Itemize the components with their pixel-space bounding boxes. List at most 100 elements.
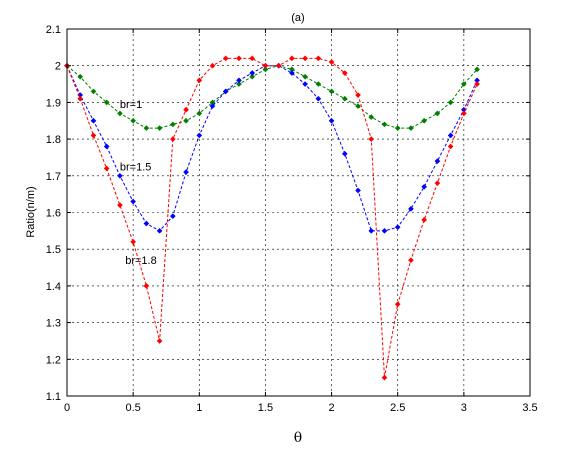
data-point bbox=[315, 81, 322, 87]
data-point bbox=[394, 224, 401, 231]
data-point bbox=[394, 125, 401, 131]
data-point bbox=[368, 228, 375, 234]
y-axis-label: Ratio(n/m) bbox=[25, 186, 37, 237]
y-tick-label: 1.3 bbox=[46, 318, 61, 330]
data-point bbox=[368, 114, 375, 120]
data-point bbox=[222, 55, 229, 62]
data-point bbox=[90, 132, 97, 139]
x-tick-label: 1.5 bbox=[258, 402, 273, 414]
data-point bbox=[474, 81, 480, 87]
data-point bbox=[381, 228, 388, 234]
data-point bbox=[222, 88, 229, 95]
data-point bbox=[341, 95, 348, 102]
x-tick-label: 3.5 bbox=[522, 402, 537, 414]
data-point bbox=[341, 70, 348, 76]
data-point bbox=[302, 55, 308, 62]
data-point bbox=[249, 55, 256, 62]
data-point bbox=[103, 99, 110, 106]
data-point bbox=[183, 106, 189, 113]
series-annotation: br=1.5 bbox=[120, 161, 151, 173]
data-point bbox=[90, 88, 97, 95]
data-point bbox=[381, 374, 388, 381]
data-point bbox=[143, 283, 150, 289]
data-point bbox=[408, 206, 414, 212]
data-point bbox=[196, 132, 203, 139]
axes-layer: 0 0.5 1 1.5 2 2.5 3 3.5 1.1 1.2 1.3 1.4 1.5 1.6 1.7 1.8… bbox=[46, 24, 538, 414]
series-line bbox=[66, 57, 478, 378]
data-point bbox=[355, 103, 361, 109]
data-point bbox=[196, 77, 203, 84]
y-tick-label: 1.5 bbox=[46, 244, 61, 256]
data-point bbox=[315, 55, 322, 62]
y-tick-label: 1.9 bbox=[46, 97, 61, 109]
data-point bbox=[447, 143, 454, 150]
data-point bbox=[249, 73, 256, 80]
x-tick-label: 1 bbox=[196, 402, 202, 414]
data-point bbox=[117, 202, 123, 208]
data-point bbox=[421, 183, 427, 190]
data-point bbox=[170, 121, 176, 128]
data-point bbox=[77, 95, 84, 102]
data-point bbox=[447, 99, 454, 106]
data-point bbox=[434, 180, 441, 186]
data-point bbox=[196, 110, 203, 117]
data-point bbox=[143, 125, 150, 131]
data-point bbox=[368, 136, 375, 142]
data-point bbox=[90, 117, 97, 124]
data-point bbox=[156, 125, 163, 131]
data-point bbox=[447, 132, 454, 139]
data-point bbox=[421, 217, 427, 223]
series-layer bbox=[64, 55, 480, 381]
y-tick-label: 1.6 bbox=[46, 208, 61, 220]
series-annotation: br=1.8 bbox=[125, 255, 157, 267]
data-point bbox=[289, 70, 295, 76]
data-point bbox=[249, 70, 256, 76]
data-point bbox=[143, 220, 150, 227]
data-point bbox=[236, 55, 242, 62]
y-tick-label: 2 bbox=[55, 61, 61, 73]
data-point bbox=[474, 66, 480, 73]
x-tick-label: 0 bbox=[64, 402, 70, 414]
y-tick-label: 2.1 bbox=[46, 24, 61, 36]
data-point bbox=[183, 169, 189, 175]
x-tick-label: 2 bbox=[329, 402, 335, 414]
data-point bbox=[315, 95, 322, 102]
data-point bbox=[262, 62, 269, 69]
data-point bbox=[117, 110, 123, 117]
data-point bbox=[103, 165, 110, 172]
data-point bbox=[183, 117, 189, 124]
data-point bbox=[434, 110, 441, 117]
data-point bbox=[421, 117, 427, 124]
data-point bbox=[408, 125, 414, 131]
data-point bbox=[394, 301, 401, 308]
data-point bbox=[130, 239, 136, 245]
data-point bbox=[381, 121, 388, 128]
data-point bbox=[77, 73, 84, 80]
y-tick-label: 1.8 bbox=[46, 134, 61, 146]
data-point bbox=[461, 110, 467, 117]
data-point bbox=[328, 117, 335, 124]
data-point bbox=[209, 103, 216, 109]
data-point bbox=[262, 66, 269, 73]
data-point bbox=[156, 338, 163, 344]
series-annotation: br=1 bbox=[120, 99, 142, 111]
data-point bbox=[236, 77, 242, 84]
annotation-layer: br=1 br=1.5 br=1.8 bbox=[120, 99, 157, 267]
data-point bbox=[130, 117, 136, 124]
data-point bbox=[341, 150, 348, 157]
data-point bbox=[289, 55, 295, 62]
y-tick-label: 1.1 bbox=[46, 391, 61, 403]
y-tick-label: 1.2 bbox=[46, 354, 61, 366]
data-point bbox=[461, 81, 467, 87]
data-point bbox=[328, 59, 335, 65]
data-point bbox=[434, 158, 441, 164]
data-point bbox=[130, 198, 136, 205]
series-1 bbox=[64, 62, 480, 234]
data-point bbox=[408, 257, 414, 264]
y-tick-label: 1.7 bbox=[46, 171, 61, 183]
data-point bbox=[117, 172, 123, 179]
data-point bbox=[170, 213, 176, 219]
data-point bbox=[103, 143, 110, 150]
data-point bbox=[302, 81, 308, 87]
